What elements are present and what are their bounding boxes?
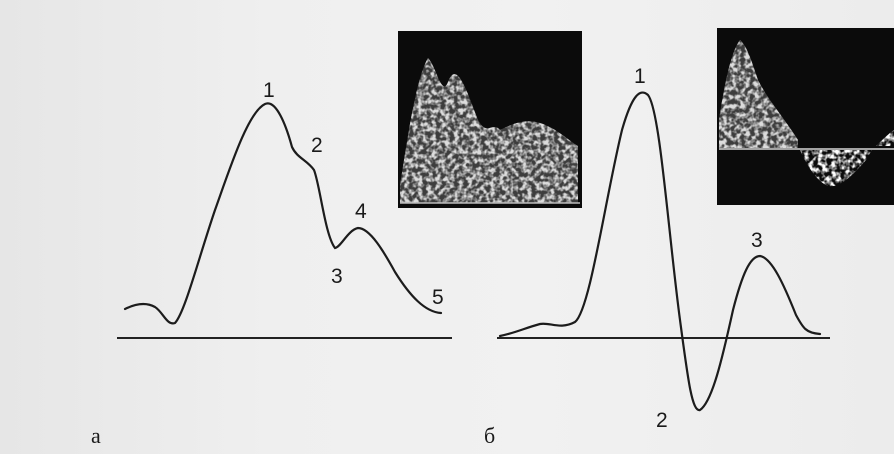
panel-a-point-label-5: 5: [432, 286, 444, 309]
panel-a-waveform: [123, 102, 443, 325]
panel-b-caption: б: [484, 423, 495, 448]
panel-a-point-label-3: 3: [331, 265, 343, 288]
panel-a: 1 2 3 4 5 а: [91, 31, 582, 448]
panel-a-point-label-2: 2: [311, 134, 323, 157]
panel-a-doppler-spectrum: [398, 31, 582, 208]
panel-b-point-label-2: 2: [656, 409, 668, 432]
panel-b-doppler-spectrum: [717, 28, 894, 205]
panel-b: 1 2 3 б: [484, 28, 894, 448]
panel-b-point-label-3: 3: [751, 229, 763, 252]
panel-a-caption: а: [91, 423, 101, 448]
panel-a-point-label-4: 4: [355, 200, 367, 223]
panel-b-waveform: [498, 91, 822, 412]
panel-a-point-label-1: 1: [263, 79, 275, 102]
panel-b-point-label-1: 1: [634, 65, 646, 88]
